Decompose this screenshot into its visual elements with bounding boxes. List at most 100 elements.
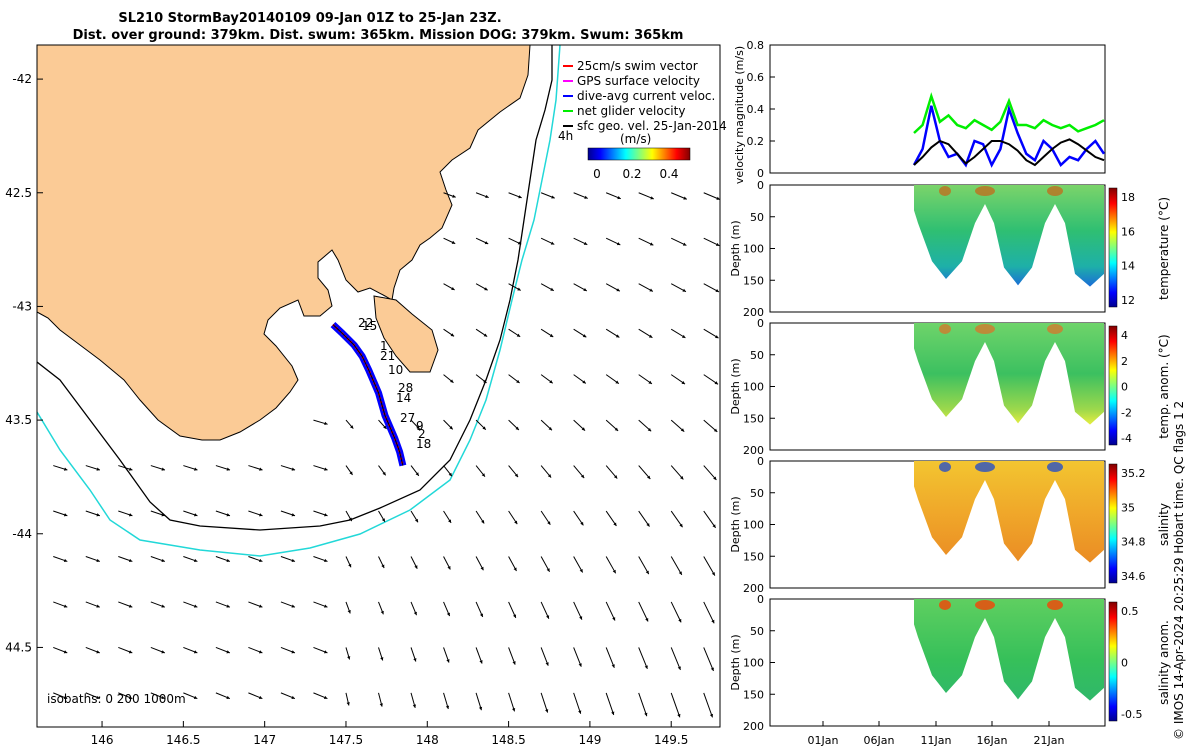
vector-arrow-head bbox=[324, 513, 328, 517]
vector-arrow-head bbox=[550, 241, 555, 245]
section-y-tick-label: 0 bbox=[757, 317, 764, 330]
vector-arrow-head bbox=[291, 650, 295, 654]
section-surface-patch bbox=[1047, 600, 1063, 610]
vector-arrow-head bbox=[682, 242, 687, 246]
section-y-tick-label: 200 bbox=[743, 720, 764, 733]
legend-colorbar bbox=[587, 147, 691, 161]
vector-arrow-head bbox=[582, 334, 587, 338]
vector-arrow-head bbox=[644, 712, 648, 717]
vector-arrow bbox=[573, 601, 583, 620]
legend-label: 25cm/s swim vector bbox=[577, 59, 698, 73]
legend-label: sfc geo. vel. 25-Jan-2014 bbox=[577, 119, 727, 133]
vector-arrow-head bbox=[579, 569, 583, 573]
vector-arrow-head bbox=[617, 195, 621, 200]
section-y-tick-label: 150 bbox=[743, 550, 764, 563]
vector-arrow-head bbox=[161, 650, 165, 654]
vector-arrow-head bbox=[350, 425, 354, 429]
map-y-ticks: -42 42.5 -43 43.5 -44 44.5 bbox=[5, 72, 43, 654]
vector-arrow-head bbox=[680, 476, 684, 480]
vector-arrow-head bbox=[484, 241, 489, 245]
vector-arrow bbox=[670, 510, 683, 528]
vector-arrow-head bbox=[644, 665, 648, 669]
vector-arrow-head bbox=[414, 565, 418, 569]
vector-arrow-head bbox=[324, 558, 328, 563]
vector-arrow-head bbox=[193, 604, 198, 608]
vector-arrow-head bbox=[517, 287, 521, 291]
section-y-tick-label: 150 bbox=[743, 274, 764, 287]
vector-arrow-head bbox=[416, 425, 420, 430]
section-colorbar bbox=[1108, 325, 1118, 446]
geostrophic-vectors bbox=[53, 192, 720, 718]
track-day-label: 10 bbox=[388, 363, 403, 377]
vector-arrow-head bbox=[161, 695, 165, 699]
vector-arrow-head bbox=[291, 513, 296, 517]
vector-arrow-head bbox=[451, 287, 455, 290]
vector-arrow-head bbox=[611, 711, 615, 715]
section-y-tick-label: 50 bbox=[750, 625, 764, 638]
section-surface-patch bbox=[939, 186, 951, 196]
vector-arrow-head bbox=[677, 713, 681, 718]
vector-arrow-head bbox=[713, 476, 717, 480]
section-surface-patch bbox=[1047, 186, 1063, 196]
legend-label: GPS surface velocity bbox=[577, 74, 700, 88]
vector-arrow-head bbox=[613, 475, 618, 479]
vector-arrow bbox=[703, 601, 715, 624]
map-x-tick-label: 146 bbox=[91, 733, 114, 747]
vector-arrow-head bbox=[291, 467, 296, 471]
vector-arrow-head bbox=[63, 558, 68, 563]
vector-arrow bbox=[540, 692, 549, 713]
vector-arrow-head bbox=[448, 472, 452, 477]
vector-arrow-head bbox=[449, 426, 453, 430]
vector-arrow-head bbox=[550, 287, 554, 291]
vector-arrow-head bbox=[412, 704, 417, 708]
section-colorbar-tick: 0.5 bbox=[1121, 605, 1139, 618]
vector-arrow-head bbox=[513, 567, 517, 572]
vector-arrow-head bbox=[611, 664, 615, 668]
velocity-y-tick-label: 0 bbox=[757, 167, 764, 180]
section-colorbar-tick: 4 bbox=[1121, 329, 1128, 342]
vector-arrow-head bbox=[714, 381, 719, 385]
vector-arrow-head bbox=[681, 334, 686, 338]
track-day-label: 27 bbox=[400, 411, 415, 425]
vector-arrow-head bbox=[481, 473, 485, 477]
section-colorbar-tick: 35 bbox=[1121, 501, 1135, 514]
velocity-y-ticks: 0 0.2 0.4 0.6 0.8 bbox=[747, 39, 775, 180]
vector-arrow-head bbox=[96, 558, 100, 563]
vector-arrow-head bbox=[545, 662, 549, 666]
section-y-tick-label: 50 bbox=[750, 487, 764, 500]
map-y-tick-label: -44 bbox=[12, 527, 32, 541]
vector-arrow-head bbox=[194, 467, 198, 471]
vector-arrow-head bbox=[323, 695, 328, 699]
vector-arrow-head bbox=[612, 617, 616, 621]
map-y-tick-label: 42.5 bbox=[5, 186, 32, 200]
vector-arrow-head bbox=[414, 518, 418, 523]
time-x-tick-label: 06Jan bbox=[864, 734, 895, 747]
vector-arrow bbox=[703, 647, 714, 672]
vector-arrow-head bbox=[480, 566, 484, 571]
vector-arrow-head bbox=[63, 650, 68, 654]
velocity-series-line bbox=[912, 104, 1106, 168]
section-panel-temperature: 0 50 100 150 200 Depth (m) 18 16 14 12 temperature… bbox=[729, 179, 1171, 319]
vector-arrow-head bbox=[226, 695, 230, 699]
vector-arrow-head bbox=[445, 705, 450, 710]
section-colorbar-tick: 12 bbox=[1121, 294, 1135, 307]
vector-arrow-head bbox=[715, 335, 719, 339]
vector-arrow-head bbox=[615, 334, 620, 338]
vector-arrow-head bbox=[379, 703, 383, 707]
vector-arrow-head bbox=[678, 571, 682, 575]
time-x-tick-label: 21Jan bbox=[1034, 734, 1065, 747]
vector-arrow-head bbox=[517, 241, 522, 245]
map-x-tick-label: 147 bbox=[253, 733, 276, 747]
footer-credit: © IMOS 14-Apr-2024 20:25:29 Hobart time.… bbox=[1172, 401, 1186, 740]
vector-arrow-head bbox=[648, 334, 653, 338]
vector-arrow-head bbox=[347, 609, 351, 614]
label-4h: 4h bbox=[558, 129, 573, 143]
vector-arrow-head bbox=[96, 650, 100, 654]
vector-arrow-head bbox=[615, 380, 619, 384]
vector-arrow-head bbox=[515, 426, 519, 430]
vector-arrow-head bbox=[547, 521, 551, 525]
vector-arrow-head bbox=[324, 421, 328, 426]
map-x-tick-label: 148.5 bbox=[491, 733, 525, 747]
vector-arrow-head bbox=[451, 240, 456, 244]
vector-arrow-head bbox=[514, 520, 518, 525]
